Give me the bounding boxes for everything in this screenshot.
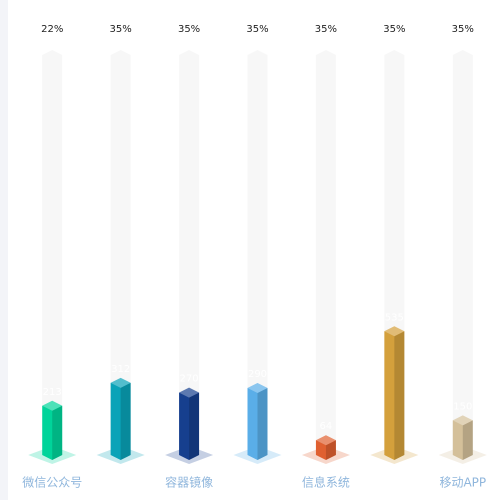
- bar-background: [247, 50, 268, 460]
- value-label: 213: [43, 387, 62, 398]
- bar-cap: [384, 326, 405, 337]
- x-tick-label: 信息系统: [302, 475, 350, 490]
- top-label: 22%: [41, 24, 63, 35]
- bar-cap: [179, 387, 200, 398]
- bar-cap: [247, 382, 268, 393]
- top-label: 35%: [178, 24, 200, 35]
- bar-side: [189, 392, 200, 460]
- value-label: 290: [248, 369, 267, 380]
- bar-cap: [452, 415, 473, 426]
- top-label: 35%: [246, 24, 268, 35]
- value-label: 150: [453, 401, 472, 412]
- side-strip: [0, 0, 8, 500]
- value-label: 535: [385, 312, 404, 323]
- top-label: 35%: [452, 24, 474, 35]
- bar: [179, 387, 200, 460]
- bar-background: [452, 50, 473, 460]
- top-label: 35%: [110, 24, 132, 35]
- bar: [384, 326, 405, 460]
- top-label: 35%: [315, 24, 337, 35]
- bar-side: [325, 440, 336, 460]
- x-tick-label: 容器镜像: [165, 475, 213, 490]
- bar: [42, 400, 63, 460]
- bar-side: [394, 331, 405, 460]
- top-label: 35%: [383, 24, 405, 35]
- bar-side: [52, 405, 63, 460]
- bar: [452, 415, 473, 460]
- bar: [247, 382, 268, 460]
- x-tick-label: 微信公众号: [22, 476, 82, 490]
- value-label: 64: [320, 421, 333, 432]
- bar-side: [257, 387, 268, 460]
- bar-cap: [110, 377, 131, 388]
- value-label: 270: [180, 374, 199, 385]
- bar-side: [120, 382, 131, 460]
- bar: [315, 435, 336, 460]
- bar-background: [179, 50, 200, 460]
- bar: [110, 377, 131, 460]
- bar-cap: [315, 435, 336, 446]
- x-tick-label: 移动APP: [439, 476, 486, 490]
- bar-background: [315, 50, 336, 460]
- bar-side: [462, 420, 473, 460]
- bar-background: [42, 50, 63, 460]
- value-label: 312: [111, 364, 130, 375]
- bar-background: [110, 50, 131, 460]
- bar-cap: [42, 400, 63, 411]
